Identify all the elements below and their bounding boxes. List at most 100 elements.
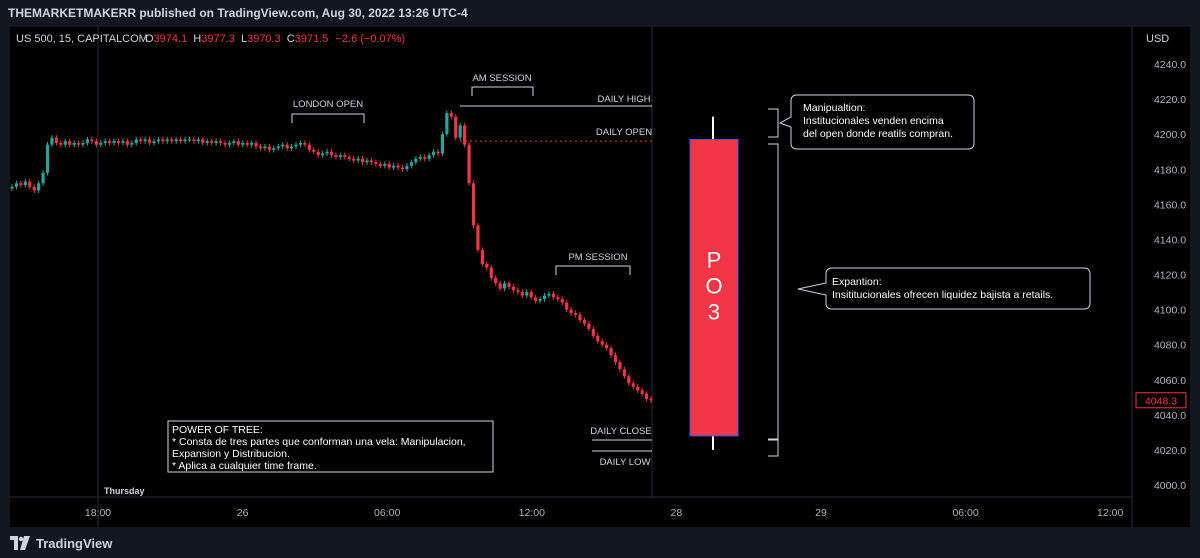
candle-body: [99, 142, 103, 145]
candle-body: [116, 141, 121, 143]
candle-body: [32, 186, 36, 191]
candle-body: [210, 141, 214, 143]
legend-open: 3974.1: [154, 33, 188, 45]
candle-body: [449, 113, 453, 117]
candle-body: [494, 278, 498, 284]
legend-high: 3977.3: [201, 33, 235, 45]
am-session-label: AM SESSION: [472, 73, 531, 84]
chart-area[interactable]: US 500, 15, CAPITALCOM O3974.1 H3977.3 L…: [10, 27, 1190, 527]
candle-body: [156, 139, 161, 142]
x-tick-label: 06:00: [952, 507, 978, 519]
candle-body: [582, 320, 587, 324]
candle-body: [54, 137, 58, 143]
candle-body: [631, 383, 635, 387]
candle-body: [103, 141, 107, 143]
candle-body: [241, 142, 245, 145]
time-axis[interactable]: 18:00 26 06:00 12:00 28 29 06:00 12:00: [85, 507, 1124, 519]
candle-body: [183, 139, 187, 142]
candle-body: [76, 142, 81, 145]
expansion-callout-title: Expantion:: [832, 276, 882, 288]
candle-body: [565, 302, 569, 310]
candle-body: [139, 139, 143, 142]
candle-body: [63, 141, 67, 145]
candle-body: [516, 290, 520, 293]
candle-body: [369, 160, 374, 163]
y-tick-label: 4040.0: [1154, 410, 1186, 422]
po3-letter: P: [707, 248, 722, 273]
candle-body: [534, 297, 538, 301]
daily-open-label: DAILY OPEN: [596, 127, 652, 138]
candle-body: [134, 139, 138, 143]
candle-body: [458, 125, 462, 138]
candle-body: [68, 141, 72, 145]
candle-body: [644, 393, 649, 400]
candle-body: [640, 390, 644, 394]
candle-body: [591, 328, 595, 336]
legend-close: 3971.5: [295, 33, 329, 45]
daily-close-annotation: DAILY CLOSE: [590, 426, 652, 441]
manipulation-callout: Manipualtion: Institucionales venden enc…: [778, 94, 975, 150]
candle-body: [329, 151, 334, 156]
candle-body: [405, 165, 409, 170]
candle-body: [414, 158, 418, 163]
candle-body: [130, 142, 134, 145]
candle-body: [254, 142, 258, 147]
x-tick-label: 29: [815, 507, 827, 519]
candle-body: [205, 141, 209, 143]
candle-body: [245, 142, 249, 145]
candle-body: [152, 141, 156, 143]
candle-body: [622, 369, 626, 377]
legend-symbol: US 500, 15, CAPITALCOM: [16, 33, 148, 45]
candle-body: [609, 348, 613, 356]
candle-body: [23, 181, 27, 186]
candle-body: [436, 151, 440, 154]
candle-body: [236, 141, 240, 145]
candle-body: [294, 144, 298, 147]
candle-series: [10, 110, 653, 403]
candle-body: [192, 139, 196, 142]
candle-body: [587, 323, 591, 329]
candle-body: [440, 134, 445, 154]
note-box: [167, 420, 494, 473]
price-axis[interactable]: 4240.0 4220.0 4200.0 4180.0 4160.0 4140.0 4120…: [1154, 59, 1186, 492]
candle-body: [125, 141, 129, 145]
candle-body: [227, 142, 232, 145]
candle-body: [196, 139, 200, 142]
candle-body: [250, 142, 254, 145]
tradingview-logo-icon: [10, 536, 30, 550]
legend-low: 3970.3: [247, 33, 281, 45]
candle-body: [378, 163, 382, 166]
y-tick-label: 4080.0: [1154, 340, 1186, 352]
footer-brand[interactable]: TradingView: [10, 530, 112, 556]
candle-body: [112, 141, 116, 143]
candle-body: [507, 283, 511, 287]
daily-close-label: DAILY CLOSE: [590, 426, 651, 437]
y-tick-label: 4180.0: [1154, 164, 1186, 176]
candle-body: [45, 144, 50, 173]
candle-body: [90, 139, 94, 142]
candle-body: [37, 183, 41, 191]
candle-body: [321, 153, 325, 156]
daily-high-annotation: DAILY HIGH: [460, 94, 652, 107]
candle-body: [179, 139, 183, 142]
footer-brand-label: TradingView: [36, 535, 113, 551]
candle-body: [396, 165, 400, 168]
pm-session-annotation: PM SESSION: [555, 252, 631, 275]
candle-body: [108, 141, 112, 143]
currency-label: USD: [1146, 33, 1169, 45]
y-tick-label: 4240.0: [1154, 59, 1186, 71]
candle-body: [538, 299, 542, 301]
expansion-callout-line1: Insititucionales ofrecen liquidez bajist…: [832, 289, 1053, 301]
candle-body: [423, 156, 427, 159]
manipulation-callout-box: [778, 94, 975, 150]
candle-body: [489, 267, 493, 279]
candle-body: [347, 156, 351, 159]
candle-body: [418, 156, 422, 159]
candle-body: [201, 139, 205, 143]
last-price-box: [1135, 392, 1187, 409]
candle-body: [596, 335, 600, 342]
day-label: Thursday: [104, 486, 145, 496]
candle-body: [281, 144, 285, 147]
price-chart-svg[interactable]: US 500, 15, CAPITALCOM O3974.1 H3977.3 L…: [10, 27, 1190, 527]
